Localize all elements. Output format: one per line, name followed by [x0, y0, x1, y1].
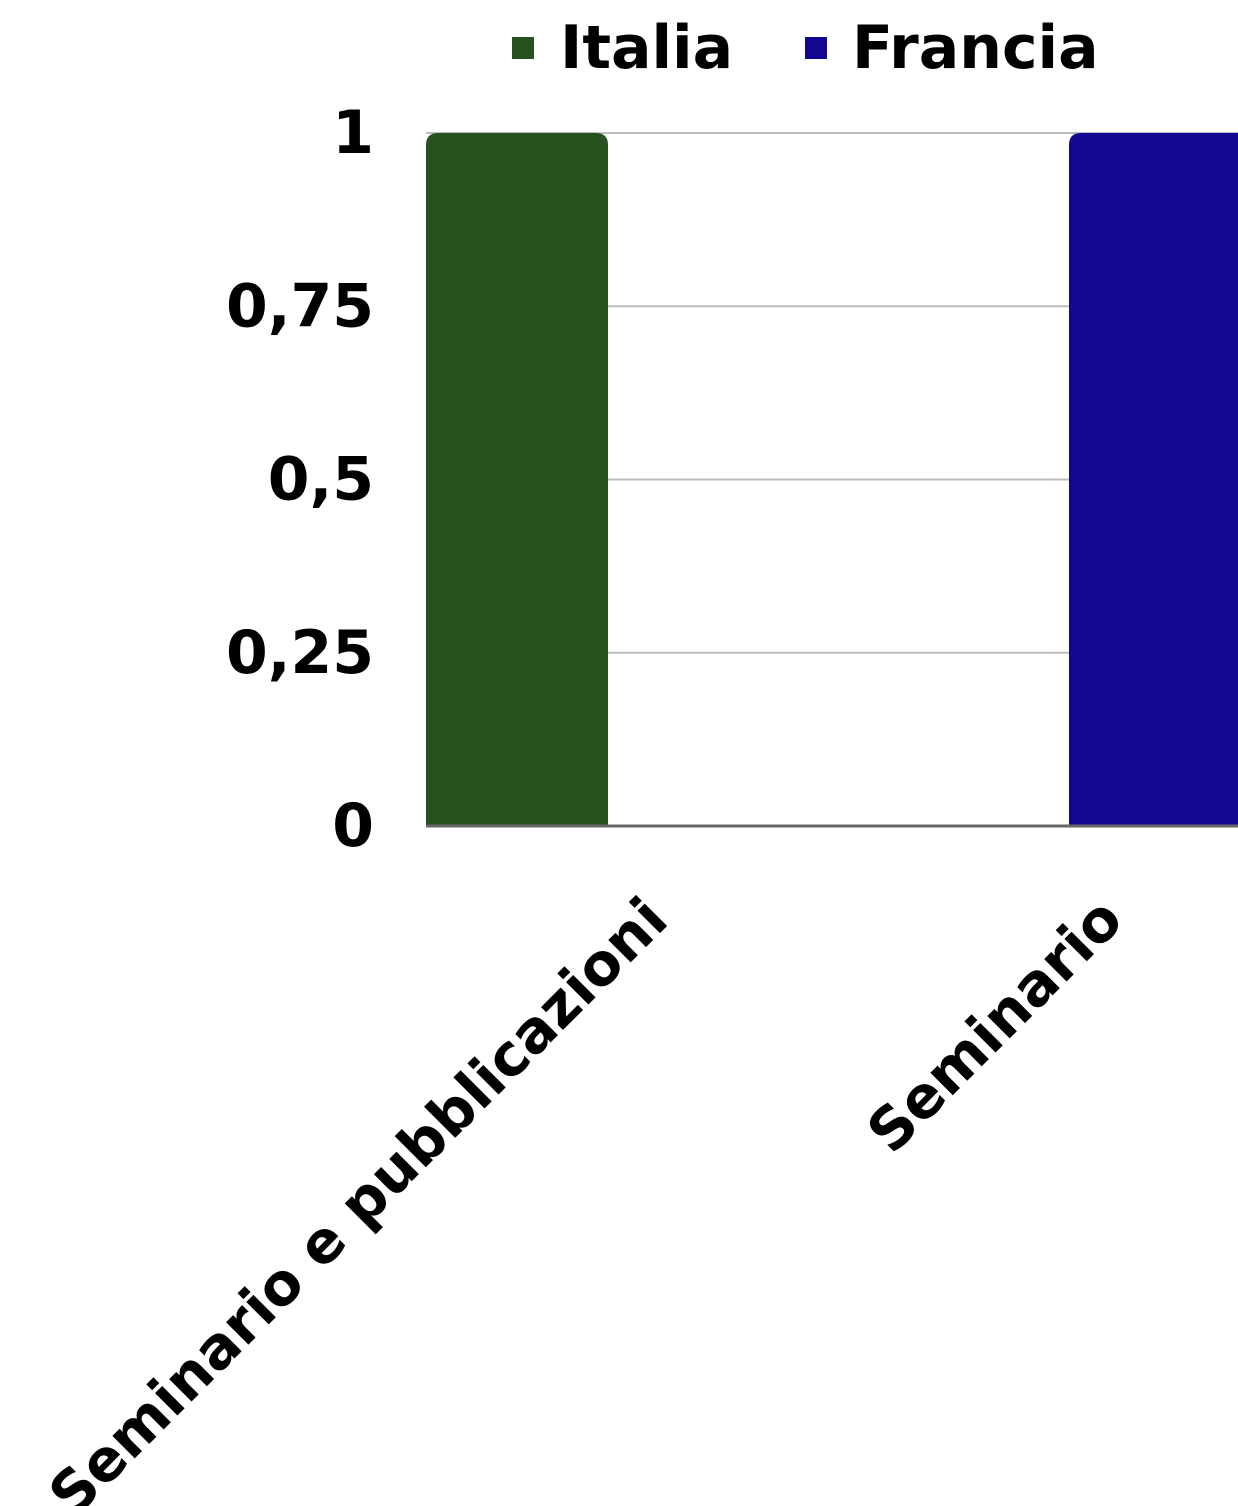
bar-francia-1 [1069, 133, 1238, 826]
legend-swatch-francia [805, 37, 827, 59]
x-axis-category-labels: Seminario e pubblicazioni Seminario [36, 884, 1136, 1506]
bar-italia-0 [426, 133, 608, 826]
y-tick-label: 0,75 [226, 271, 374, 341]
legend-label-italia: Italia [560, 13, 733, 83]
x-category-label: Seminario [854, 884, 1136, 1166]
y-tick-label: 0,5 [268, 445, 374, 515]
legend-label-francia: Francia [852, 13, 1099, 83]
y-tick-label: 0 [332, 791, 374, 861]
legend: Italia Francia [512, 13, 1099, 83]
y-tick-label: 0,25 [226, 618, 374, 688]
x-category-label: Seminario e pubblicazioni [36, 884, 681, 1506]
bars [426, 133, 1238, 826]
y-axis-tick-labels: 0 0,25 0,5 0,75 1 [226, 98, 374, 861]
legend-swatch-italia [512, 37, 534, 59]
y-tick-label: 1 [332, 98, 374, 168]
